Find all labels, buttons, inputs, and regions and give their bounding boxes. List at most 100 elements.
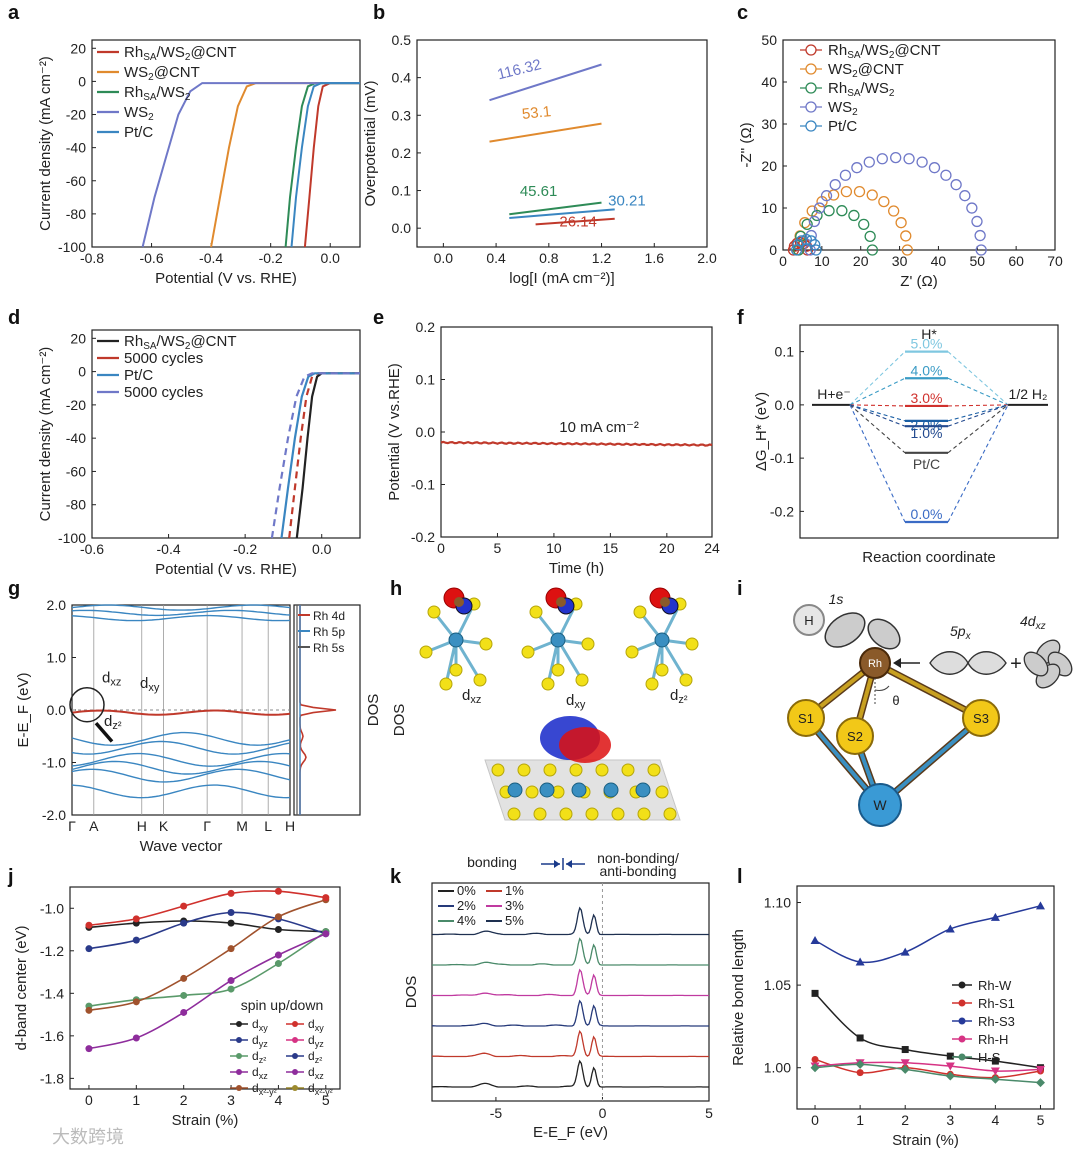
- atom-s: [427, 605, 441, 619]
- data-point-3: [940, 169, 952, 181]
- label-sub: x²-y²: [315, 1087, 333, 1097]
- x-tick-label: 0.0: [434, 250, 454, 266]
- data-point-3: [990, 1067, 1000, 1076]
- data-point-3: [975, 244, 987, 256]
- angle-arc: [874, 685, 890, 691]
- atom-label-s3: S3: [973, 711, 989, 726]
- data-point-1: [888, 205, 900, 217]
- x-tick-label: 0: [779, 253, 787, 269]
- x-tick-label: 20: [853, 253, 869, 269]
- legend-text-part: @CNT: [190, 44, 236, 61]
- level-connector: [849, 404, 906, 523]
- legend-text-part: @CNT: [858, 61, 904, 78]
- y-tick-label: -40: [66, 430, 86, 446]
- data-point-2: [274, 960, 282, 968]
- chart-e: 0 5 10 15 20 24 0.2 0.1 0.0 -0.1 -0.2 Time (h) Poten…: [386, 319, 720, 577]
- orbital-label-dxz: dxz: [102, 670, 121, 689]
- slab-atom-s: [507, 807, 521, 821]
- legend-text-part: Rh: [828, 42, 847, 59]
- data-point-2: [866, 244, 879, 256]
- data-point-4: [810, 244, 822, 256]
- y-tick-label: 0: [769, 242, 777, 258]
- legend-l-label-2: Rh-S3: [978, 1014, 1015, 1029]
- data-point-2: [801, 218, 813, 231]
- chart-f: 0.1 0.0 -0.1 -0.2 Reaction coordinate ΔG_H* (…: [753, 324, 1059, 566]
- x-tick-label: 0: [437, 540, 445, 556]
- legend-text-part: Pt/C: [124, 124, 153, 141]
- bond-2: [874, 661, 982, 720]
- chart-b-frame: [416, 39, 708, 248]
- legend-a-1-text: WS2@CNT: [124, 64, 200, 83]
- level-connector: [849, 404, 906, 427]
- y-tick-label: -1.6: [40, 1028, 64, 1044]
- data-point-3: [928, 162, 941, 174]
- slab-atom-w: [571, 782, 587, 798]
- panel-label-k: k: [390, 866, 402, 888]
- legend-text-part: Rh: [828, 80, 847, 97]
- x-axis-label: Time (h): [549, 560, 604, 577]
- data-point-1: [901, 244, 913, 256]
- legend-d-0-text: RhSA/WS2@CNT: [124, 333, 237, 352]
- x-axis-label: Wave vector: [140, 838, 223, 855]
- data-point-4: [805, 235, 817, 247]
- y-tick-label: -1.8: [40, 1070, 64, 1086]
- legend-d-2-text: Pt/C: [124, 367, 153, 384]
- band-curve-8: [71, 784, 291, 799]
- dos-legend-label-0: Rh 4d: [313, 609, 345, 623]
- data-point-0: [991, 1057, 999, 1065]
- data-point-2: [848, 209, 860, 222]
- legend-marker: [292, 1053, 298, 1059]
- data-point-2: [1035, 901, 1045, 910]
- legend-text-part: Rh: [124, 333, 143, 350]
- chart-b: 0.0 0.4 0.8 1.2 1.6 2.0 0.0 0.1 0.2 0.3 0.4 0.5 log[…: [362, 32, 717, 287]
- x-tick-label: 15: [603, 540, 619, 556]
- legend-j-label: dxz: [252, 1065, 268, 1081]
- chart-a: -0.8 -0.6 -0.4 -0.2 0.0 20 0 -20 -40 -60 -80 -100 Po…: [37, 39, 361, 287]
- series-curve-4: [88, 899, 327, 1012]
- y-axis-label: -Z'' (Ω): [738, 122, 755, 167]
- legend-marker: [236, 1053, 242, 1059]
- data-point-5: [322, 894, 330, 902]
- band-curve-4: [71, 740, 291, 755]
- data-point-4: [810, 1063, 820, 1073]
- orbital-sub: z²: [678, 694, 688, 706]
- legend-text-part: /WS: [157, 44, 185, 61]
- chart-a-frame: [91, 39, 361, 248]
- y-axis-label: Potential (V vs.RHE): [386, 363, 403, 501]
- series-line-1: [210, 82, 360, 248]
- data-point-3: [132, 1034, 140, 1042]
- y-tick-label: 0.5: [392, 32, 412, 48]
- highlight-circle: [69, 687, 105, 723]
- arrow-head: [893, 658, 901, 668]
- highlight-pointer: [94, 721, 114, 743]
- atom-s: [439, 677, 453, 691]
- series-line-2: [284, 82, 360, 248]
- x-tick-label: 0: [811, 1112, 819, 1128]
- label-dxy: dxy: [566, 692, 586, 711]
- x-tick-label: -0.4: [199, 250, 223, 266]
- x-axis-label: E-E_F (eV): [533, 1124, 608, 1141]
- legend-l-label-4: H-S: [978, 1050, 1001, 1065]
- data-point-4: [900, 1064, 910, 1074]
- data-point-4: [227, 945, 235, 953]
- level-label-6: 0.0%: [911, 506, 943, 522]
- atom-s: [541, 677, 555, 691]
- label-part: 5p: [950, 623, 966, 639]
- structure-dz2: [625, 587, 699, 691]
- fit-line-4: [535, 217, 615, 226]
- y-tick-label: -60: [66, 463, 86, 479]
- atom-label-h: H: [804, 613, 813, 628]
- label-main: d: [252, 1065, 259, 1079]
- series-curve-4: [814, 1063, 1041, 1084]
- panel-label-f: f: [737, 307, 744, 329]
- level-connector: [947, 404, 1009, 427]
- stability-curve: [440, 440, 713, 447]
- series-line-3: [141, 82, 360, 248]
- legend-k-label-2: 2%: [457, 898, 476, 913]
- legend-d-1-text: 5000 cycles: [124, 350, 203, 367]
- legend-text-part: Rh: [124, 44, 143, 61]
- bond: [660, 639, 688, 681]
